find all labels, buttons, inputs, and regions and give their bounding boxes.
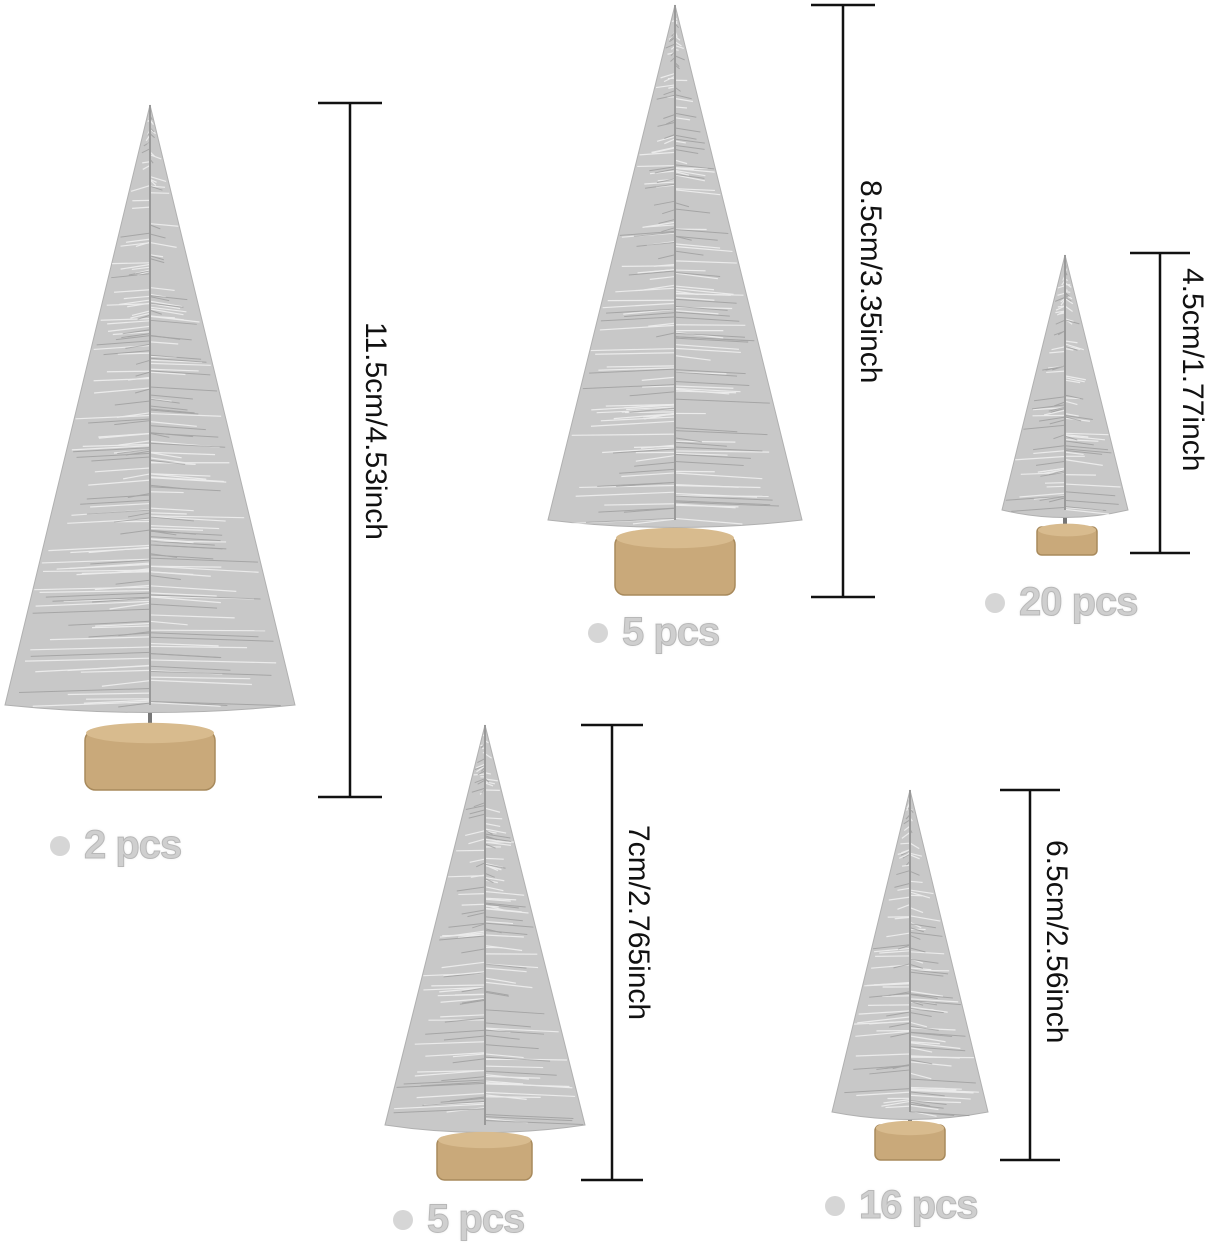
- wooden-base-top-4: [438, 1132, 531, 1148]
- dot-icon: [50, 836, 70, 856]
- wooden-base-top-1: [86, 723, 214, 743]
- dot-icon: [393, 1210, 413, 1230]
- size-label-3: 4.5cm/1.77inch: [1175, 268, 1209, 471]
- dot-icon: [825, 1196, 845, 1216]
- qty-badge-2: 5 pcs: [588, 610, 719, 655]
- qty-badge-5: 16 pcs: [825, 1183, 978, 1228]
- qty-badge-4: 5 pcs: [393, 1197, 524, 1242]
- qty-badge-1: 2 pcs: [50, 823, 181, 868]
- size-label-1: 11.5cm/4.53inch: [358, 322, 392, 540]
- size-label-4: 7cm/2.765inch: [621, 825, 655, 1020]
- wooden-base-top-3: [1038, 524, 1096, 537]
- wooden-base-top-5: [876, 1121, 944, 1135]
- dot-icon: [985, 593, 1005, 613]
- size-label-2: 8.5cm/3.35inch: [853, 180, 887, 383]
- dot-icon: [588, 623, 608, 643]
- size-label-5: 6.5cm/2.56inch: [1039, 840, 1073, 1043]
- wooden-base-top-2: [616, 528, 734, 548]
- qty-badge-3: 20 pcs: [985, 580, 1138, 625]
